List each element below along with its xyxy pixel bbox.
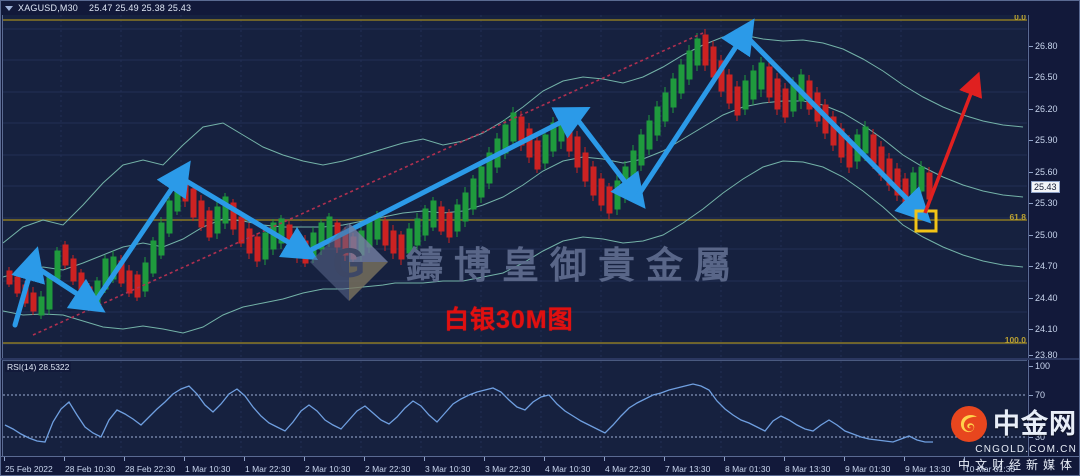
time-tick-label: 9 Mar 13:30	[905, 464, 951, 474]
time-tickmark	[964, 457, 965, 461]
time-tickmark	[904, 457, 905, 461]
marker-box[interactable]	[914, 209, 938, 233]
time-tickmark	[604, 457, 605, 461]
rsi-axis[interactable]: 100 70 30	[1028, 360, 1079, 456]
price-gridlines	[3, 28, 1027, 345]
time-tickmark	[4, 457, 5, 461]
price-tick-label: 25.60	[1035, 167, 1058, 177]
time-tick-label: 4 Mar 10:30	[545, 464, 591, 474]
rsi-tickmark	[1029, 395, 1033, 396]
time-tick-label: 28 Feb 10:30	[65, 464, 116, 474]
price-tick-label: 26.20	[1035, 104, 1058, 114]
price-tick-label: 25.90	[1035, 135, 1058, 145]
fib-label-100: 100.0	[1004, 335, 1026, 345]
rsi-chart-pane[interactable]	[2, 360, 1027, 456]
time-tick-label: 28 Feb 22:30	[125, 464, 176, 474]
time-tickmark	[424, 457, 425, 461]
price-tickmark	[1029, 46, 1033, 47]
ohlc-quote-label: 25.47 25.49 25.38 25.43	[89, 3, 192, 13]
symbol-label: XAGUSD,M30	[18, 3, 79, 13]
time-tick-label: 1 Mar 10:30	[185, 464, 231, 474]
rsi-chart-svg	[3, 361, 1027, 456]
price-tickmark	[1029, 109, 1033, 110]
price-tickmark	[1029, 355, 1033, 356]
rsi-tick-label: 30	[1035, 432, 1046, 442]
brand-tagline: 中文财经新媒体	[957, 458, 1077, 472]
price-tickmark	[1029, 266, 1033, 267]
candlestick-series	[6, 29, 933, 319]
price-tick-label: 26.80	[1035, 41, 1058, 51]
price-tick-label: 23.80	[1035, 350, 1058, 360]
rsi-tickmark	[1029, 437, 1033, 438]
time-tick-label: 1 Mar 22:30	[245, 464, 291, 474]
time-tick-label: 2 Mar 10:30	[305, 464, 351, 474]
brand-url: CNGOLD.COM.CN	[975, 444, 1077, 455]
time-tickmark	[784, 457, 785, 461]
time-tick-label: 3 Mar 22:30	[485, 464, 531, 474]
brand-name: 中金网	[993, 408, 1077, 439]
price-tickmark	[1029, 203, 1033, 204]
chart-titlebar: XAGUSD,M30 25.47 25.49 25.38 25.43	[1, 1, 1079, 15]
time-tick-label: 8 Mar 01:30	[725, 464, 771, 474]
time-tick-label: 9 Mar 01:30	[845, 464, 891, 474]
rsi-indicator-label: RSI(14) 28.5322	[5, 362, 72, 372]
time-tickmark	[184, 457, 185, 461]
price-tickmark	[1029, 298, 1033, 299]
fib-label-0: 0.0	[1014, 12, 1026, 22]
time-tick-label: 4 Mar 22:30	[605, 464, 651, 474]
time-tickmark	[664, 457, 665, 461]
fib-label-618: 61.8	[1009, 212, 1026, 222]
time-tickmark	[124, 457, 125, 461]
time-tick-label: 25 Feb 2022	[5, 464, 53, 474]
rsi-tick-label: 100	[1035, 361, 1051, 371]
time-tick-label: 3 Mar 10:30	[425, 464, 471, 474]
price-tick-label: 25.00	[1035, 230, 1058, 240]
time-tickmark	[304, 457, 305, 461]
orange-swirl-logo-icon	[951, 406, 987, 442]
price-tickmark	[1029, 329, 1033, 330]
price-tick-label: 24.70	[1035, 261, 1058, 271]
price-axis[interactable]: 26.80 26.50 26.20 25.90 25.60 25.43 25.3…	[1028, 15, 1079, 360]
chevron-down-icon[interactable]	[5, 5, 13, 11]
brand-row: 中金网	[950, 405, 1077, 443]
price-tick-label: 24.10	[1035, 324, 1058, 334]
price-tickmark	[1029, 172, 1033, 173]
price-tick-label: 26.50	[1035, 72, 1058, 82]
time-tick-label: 8 Mar 13:30	[785, 464, 831, 474]
pane-splitter[interactable]	[1, 358, 1079, 360]
fibonacci-levels	[3, 19, 1027, 344]
price-tick-label: 24.40	[1035, 293, 1058, 303]
price-tick-label: 25.30	[1035, 198, 1058, 208]
time-tick-label: 7 Mar 13:30	[665, 464, 711, 474]
site-branding: 中金网 CNGOLD.COM.CN 中文财经新媒体	[950, 405, 1077, 473]
bollinger-bands	[3, 34, 1024, 334]
time-tickmark	[544, 457, 545, 461]
rsi-line	[4, 383, 933, 443]
chart-annotation-text: 白银30M图	[444, 306, 574, 334]
time-tickmark	[724, 457, 725, 461]
rsi-tickmark	[1029, 366, 1033, 367]
price-tickmark	[1029, 77, 1033, 78]
price-tickmark	[1029, 235, 1033, 236]
price-tickmark	[1029, 140, 1033, 141]
time-tick-label: 2 Mar 22:30	[365, 464, 411, 474]
current-price-badge: 25.43	[1031, 181, 1060, 193]
projection-arrow	[923, 71, 983, 214]
time-tickmark	[364, 457, 365, 461]
time-tickmark	[844, 457, 845, 461]
rsi-gridlines	[60, 361, 902, 456]
time-tick-label: 10 Mar 01:30	[965, 464, 1016, 474]
time-axis[interactable]: 25 Feb 2022 28 Feb 10:30 28 Feb 22:30 1 …	[1, 456, 1079, 475]
rsi-tick-label: 70	[1035, 390, 1046, 400]
time-tickmark	[64, 457, 65, 461]
time-tickmark	[484, 457, 485, 461]
trendline-dotted	[32, 32, 704, 336]
time-tickmark	[244, 457, 245, 461]
